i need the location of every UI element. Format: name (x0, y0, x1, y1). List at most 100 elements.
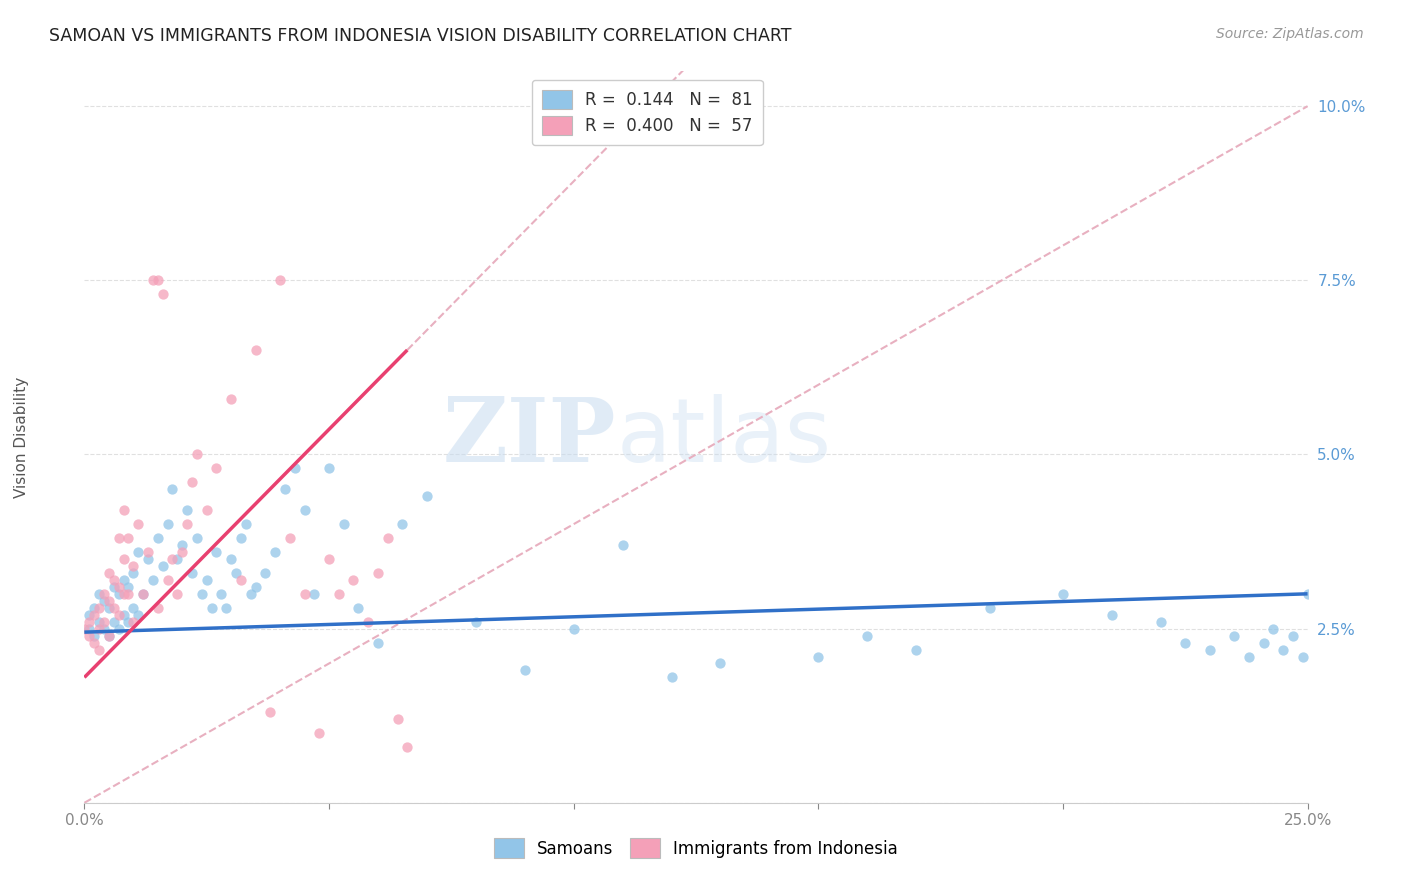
Point (219, 392, 242, 406)
Point (294, 587, 316, 601)
Point (172, 538, 194, 552)
Point (387, 712, 409, 726)
Point (87, 622, 110, 636)
Point (87, 600, 110, 615)
Point (136, 545, 159, 559)
Point (304, 587, 326, 601)
Point (142, 573, 165, 587)
Point (103, 600, 125, 615)
Point (294, 503, 316, 517)
Point (176, 503, 198, 517)
Point (176, 517, 198, 532)
Point (367, 566, 389, 580)
Point (807, 649, 830, 664)
Point (225, 566, 247, 580)
Point (284, 461, 307, 475)
Point (332, 517, 354, 532)
Point (209, 587, 232, 601)
Point (195, 503, 218, 517)
Point (97, 629, 120, 643)
Point (562, 622, 585, 636)
Point (117, 615, 139, 629)
Point (162, 552, 184, 566)
Point (112, 587, 135, 601)
Point (661, 670, 683, 684)
Point (156, 573, 179, 587)
Point (1237, 649, 1260, 664)
Point (117, 587, 139, 601)
Point (127, 545, 149, 559)
Point (396, 740, 419, 755)
Point (1272, 642, 1295, 657)
Point (112, 552, 135, 566)
Point (83, 629, 105, 643)
Point (1296, 587, 1319, 601)
Point (77, 615, 100, 629)
Y-axis label: Vision Disability: Vision Disability (14, 376, 28, 498)
Point (136, 552, 159, 566)
Point (83, 607, 105, 622)
Point (464, 615, 486, 629)
Point (181, 475, 204, 490)
Point (97, 566, 120, 580)
Point (77, 607, 100, 622)
Point (215, 600, 238, 615)
Point (152, 287, 174, 301)
Point (112, 607, 135, 622)
Point (107, 531, 129, 545)
Point (107, 607, 129, 622)
Point (513, 664, 536, 678)
Point (166, 587, 188, 601)
Point (274, 483, 297, 497)
Point (122, 615, 145, 629)
Point (377, 531, 399, 545)
Point (391, 517, 413, 532)
Point (1223, 629, 1246, 643)
Point (112, 503, 135, 517)
Point (97, 629, 120, 643)
Point (229, 573, 252, 587)
Point (219, 552, 242, 566)
Point (318, 461, 340, 475)
Point (146, 600, 169, 615)
Point (235, 517, 257, 532)
Point (195, 573, 218, 587)
Point (103, 573, 125, 587)
Point (856, 629, 879, 643)
Point (156, 517, 179, 532)
Point (1292, 649, 1315, 664)
Point (93, 587, 115, 601)
Point (181, 566, 204, 580)
Point (979, 600, 1001, 615)
Point (367, 635, 389, 649)
Point (172, 545, 194, 559)
Point (97, 594, 120, 608)
Point (200, 600, 222, 615)
Text: SAMOAN VS IMMIGRANTS FROM INDONESIA VISION DISABILITY CORRELATION CHART: SAMOAN VS IMMIGRANTS FROM INDONESIA VISI… (49, 27, 792, 45)
Text: Source: ZipAtlas.com: Source: ZipAtlas.com (1216, 27, 1364, 41)
Point (278, 531, 301, 545)
Point (328, 587, 350, 601)
Point (112, 573, 135, 587)
Point (1052, 587, 1074, 601)
Point (1253, 635, 1275, 649)
Point (1174, 635, 1197, 649)
Point (122, 566, 145, 580)
Point (146, 531, 169, 545)
Point (87, 615, 110, 629)
Point (122, 600, 145, 615)
Point (308, 726, 330, 740)
Point (205, 461, 228, 475)
Point (416, 489, 439, 503)
Point (142, 273, 165, 287)
Point (1150, 615, 1173, 629)
Point (77, 629, 100, 643)
Point (191, 587, 214, 601)
Point (107, 587, 129, 601)
Text: atlas: atlas (616, 393, 831, 481)
Point (117, 531, 139, 545)
Point (1101, 607, 1123, 622)
Point (259, 705, 281, 719)
Legend: Samoans, Immigrants from Indonesia: Samoans, Immigrants from Indonesia (484, 829, 908, 868)
Point (77, 622, 100, 636)
